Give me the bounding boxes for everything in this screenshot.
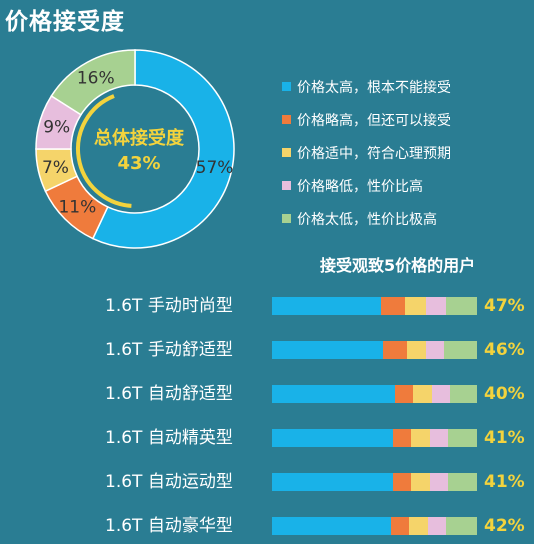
donut-slice-label: 9% (43, 117, 70, 137)
bar-row-label: 1.6T 自动豪华型 (105, 516, 233, 536)
bar-row: 1.6T 自动运动型 41% (0, 470, 534, 494)
bar-segment-slightly-low (427, 517, 447, 535)
stacked-bar (272, 473, 477, 491)
bar-value-label: 41% (484, 472, 525, 492)
bar-value-label: 40% (484, 384, 525, 404)
bar-segment-too-high (272, 297, 381, 315)
bar-segment-moderate (405, 297, 426, 315)
bar-segment-too-low (446, 297, 477, 315)
bar-row-label: 1.6T 自动舒适型 (105, 384, 233, 404)
donut-slice-label: 16% (77, 69, 115, 89)
bar-segment-too-high (272, 385, 395, 403)
legend-item-too-high: 价格太高，根本不能接受 (282, 70, 451, 103)
bar-segment-moderate (413, 385, 432, 403)
acceptance-arc (76, 94, 132, 208)
bar-segment-slightly-low (425, 341, 445, 359)
bar-segment-moderate (407, 341, 426, 359)
bar-segment-slightly-low (431, 385, 451, 403)
bar-segment-too-low (448, 429, 477, 447)
donut-slice-label: 7% (42, 158, 69, 178)
bar-segment-slightly-low (429, 473, 449, 491)
bar-segment-slightly-high (382, 341, 408, 359)
legend-label: 价格太高，根本不能接受 (297, 79, 451, 96)
bar-row: 1.6T 自动舒适型 40% (0, 382, 534, 406)
bar-segment-too-high (272, 341, 383, 359)
bar-segment-slightly-high (395, 385, 414, 403)
bar-segment-too-high (272, 473, 393, 491)
donut-center-label: 总体接受度 (94, 127, 185, 149)
donut-slice-label: 57% (196, 158, 234, 178)
bar-row: 1.6T 手动时尚型 47% (0, 294, 534, 318)
bar-segment-too-high (272, 517, 391, 535)
stacked-bar (272, 297, 477, 315)
bar-row: 1.6T 手动舒适型 46% (0, 338, 534, 362)
legend-item-slightly-high: 价格略高，但还可以接受 (282, 103, 451, 136)
bar-value-label: 47% (484, 296, 525, 316)
legend-item-slightly-low: 价格略低，性价比高 (282, 169, 451, 202)
donut-center (74, 88, 196, 210)
stacked-bar (272, 341, 477, 359)
bar-value-label: 41% (484, 428, 525, 448)
legend-label: 价格略高，但还可以接受 (297, 112, 451, 129)
legend-label: 价格略低，性价比高 (297, 178, 423, 195)
bar-segment-too-low (450, 385, 477, 403)
donut-slice-label: 11% (58, 198, 96, 218)
bar-segment-moderate (409, 517, 428, 535)
bar-segment-slightly-low (425, 297, 447, 315)
bar-chart-title: 接受观致5价格的用户 (320, 256, 476, 275)
bar-row-label: 1.6T 手动舒适型 (105, 340, 233, 360)
legend-swatch-too-high (282, 82, 291, 91)
bar-row: 1.6T 自动豪华型 42% (0, 514, 534, 538)
legend-label: 价格太低，性价比极高 (297, 211, 437, 228)
bar-row-label: 1.6T 自动运动型 (105, 472, 233, 492)
bar-segment-too-high (272, 429, 393, 447)
bar-row-label: 1.6T 手动时尚型 (105, 296, 233, 316)
legend-item-moderate: 价格适中，符合心理预期 (282, 136, 451, 169)
bar-value-label: 46% (484, 340, 525, 360)
donut-center-value: 43% (117, 153, 160, 174)
bar-segment-too-low (446, 517, 477, 535)
legend-swatch-slightly-low (282, 181, 291, 190)
bar-row-label: 1.6T 自动精英型 (105, 428, 233, 448)
bar-segment-slightly-high (380, 297, 406, 315)
legend-item-too-low: 价格太低，性价比极高 (282, 202, 451, 235)
bar-segment-moderate (411, 473, 430, 491)
legend-label: 价格适中，符合心理预期 (297, 145, 451, 162)
stacked-bar (272, 429, 477, 447)
donut-legend: 价格太高，根本不能接受 价格略高，但还可以接受 价格适中，符合心理预期 价格略低… (282, 70, 451, 235)
bar-segment-slightly-high (392, 429, 412, 447)
bar-segment-too-low (444, 341, 477, 359)
bar-segment-too-low (448, 473, 477, 491)
legend-swatch-moderate (282, 148, 291, 157)
stacked-bar (272, 517, 477, 535)
bar-segment-slightly-low (429, 429, 449, 447)
bar-segment-slightly-high (392, 473, 412, 491)
donut-slice-too-low (50, 49, 136, 116)
legend-swatch-slightly-high (282, 115, 291, 124)
bar-segment-moderate (411, 429, 430, 447)
bar-value-label: 42% (484, 516, 525, 536)
donut-slice-too-high (91, 49, 235, 249)
legend-swatch-too-low (282, 214, 291, 223)
page-title: 价格接受度 (5, 9, 125, 35)
bar-row: 1.6T 自动精英型 41% (0, 426, 534, 450)
stacked-bar (272, 385, 477, 403)
bar-segment-slightly-high (390, 517, 410, 535)
